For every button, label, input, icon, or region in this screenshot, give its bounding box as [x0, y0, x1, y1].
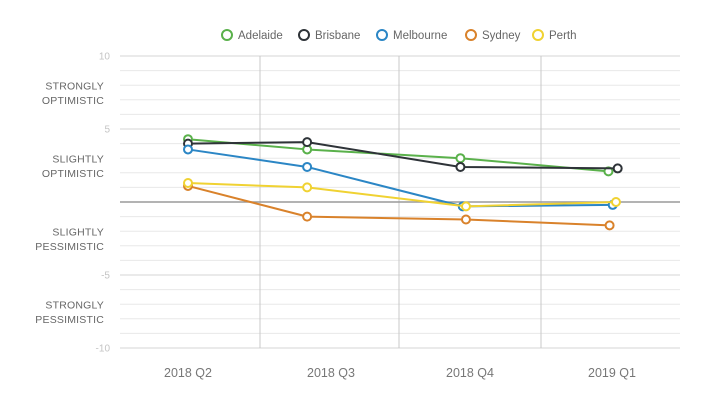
x-tick-label: 2018 Q3	[307, 366, 355, 380]
data-point[interactable]	[183, 178, 193, 189]
x-tick-label: 2019 Q1	[588, 366, 636, 380]
sentiment-label: PESSIMISTIC	[35, 241, 104, 253]
x-axis-labels: 2018 Q2 2018 Q3 2018 Q4 2019 Q1	[164, 366, 636, 380]
legend-label: Melbourne	[393, 30, 447, 42]
legend-label: Brisbane	[315, 30, 360, 42]
legend-label: Perth	[549, 30, 577, 42]
data-point[interactable]	[612, 163, 623, 174]
series-perth	[183, 178, 621, 212]
sentiment-label: SLIGHTLY	[52, 227, 104, 239]
data-point[interactable]	[610, 197, 621, 207]
legend-label: Adelaide	[238, 30, 283, 42]
y-tick-label: -10	[96, 344, 111, 355]
legend-item-adelaide[interactable]: Adelaide	[221, 29, 283, 42]
legend-marker	[376, 29, 388, 41]
y-tick-label: -5	[101, 271, 110, 282]
legend-marker	[532, 29, 544, 41]
series-group	[183, 134, 623, 231]
legend-item-melbourne[interactable]: Melbourne	[376, 29, 447, 42]
series-line	[187, 184, 610, 227]
data-point[interactable]	[604, 220, 615, 231]
legend-marker	[298, 29, 310, 41]
x-tick-label: 2018 Q4	[446, 366, 494, 380]
series-line	[187, 182, 617, 208]
data-point[interactable]	[302, 161, 313, 172]
data-point[interactable]	[302, 182, 313, 193]
sentiment-label: PESSIMISTIC	[35, 314, 104, 326]
sentiment-label: SLIGHTLY	[52, 154, 104, 166]
data-point[interactable]	[455, 161, 466, 172]
legend-label: Sydney	[482, 30, 521, 42]
legend: Adelaide Brisbane Melbourne Sydney Perth	[221, 29, 577, 42]
data-point[interactable]	[460, 201, 471, 212]
sentiment-label: STRONGLY	[45, 300, 104, 312]
sentiment-label: STRONGLY	[45, 81, 104, 93]
x-tick-label: 2018 Q2	[164, 366, 212, 380]
legend-marker	[221, 29, 233, 41]
y-axis-labels: 10 5 -5 -10 STRONGLY OPTIMISTIC SLIGHTLY OPTIMI…	[35, 52, 110, 355]
legend-item-sydney[interactable]: Sydney	[465, 29, 521, 42]
series-line	[187, 141, 618, 170]
y-tick-label: 5	[104, 125, 110, 136]
data-point[interactable]	[455, 153, 466, 164]
data-point[interactable]	[302, 137, 313, 148]
data-point[interactable]	[302, 211, 313, 222]
legend-item-brisbane[interactable]: Brisbane	[298, 29, 360, 42]
legend-marker	[465, 29, 477, 41]
series-line	[187, 148, 613, 208]
y-tick-label: 10	[99, 52, 111, 63]
data-point[interactable]	[460, 214, 471, 225]
legend-item-perth[interactable]: Perth	[532, 29, 577, 42]
grid	[120, 55, 680, 349]
sentiment-label: OPTIMISTIC	[42, 168, 104, 180]
data-point[interactable]	[183, 144, 193, 155]
sentiment-label: OPTIMISTIC	[42, 95, 104, 107]
series-adelaide	[183, 134, 614, 177]
